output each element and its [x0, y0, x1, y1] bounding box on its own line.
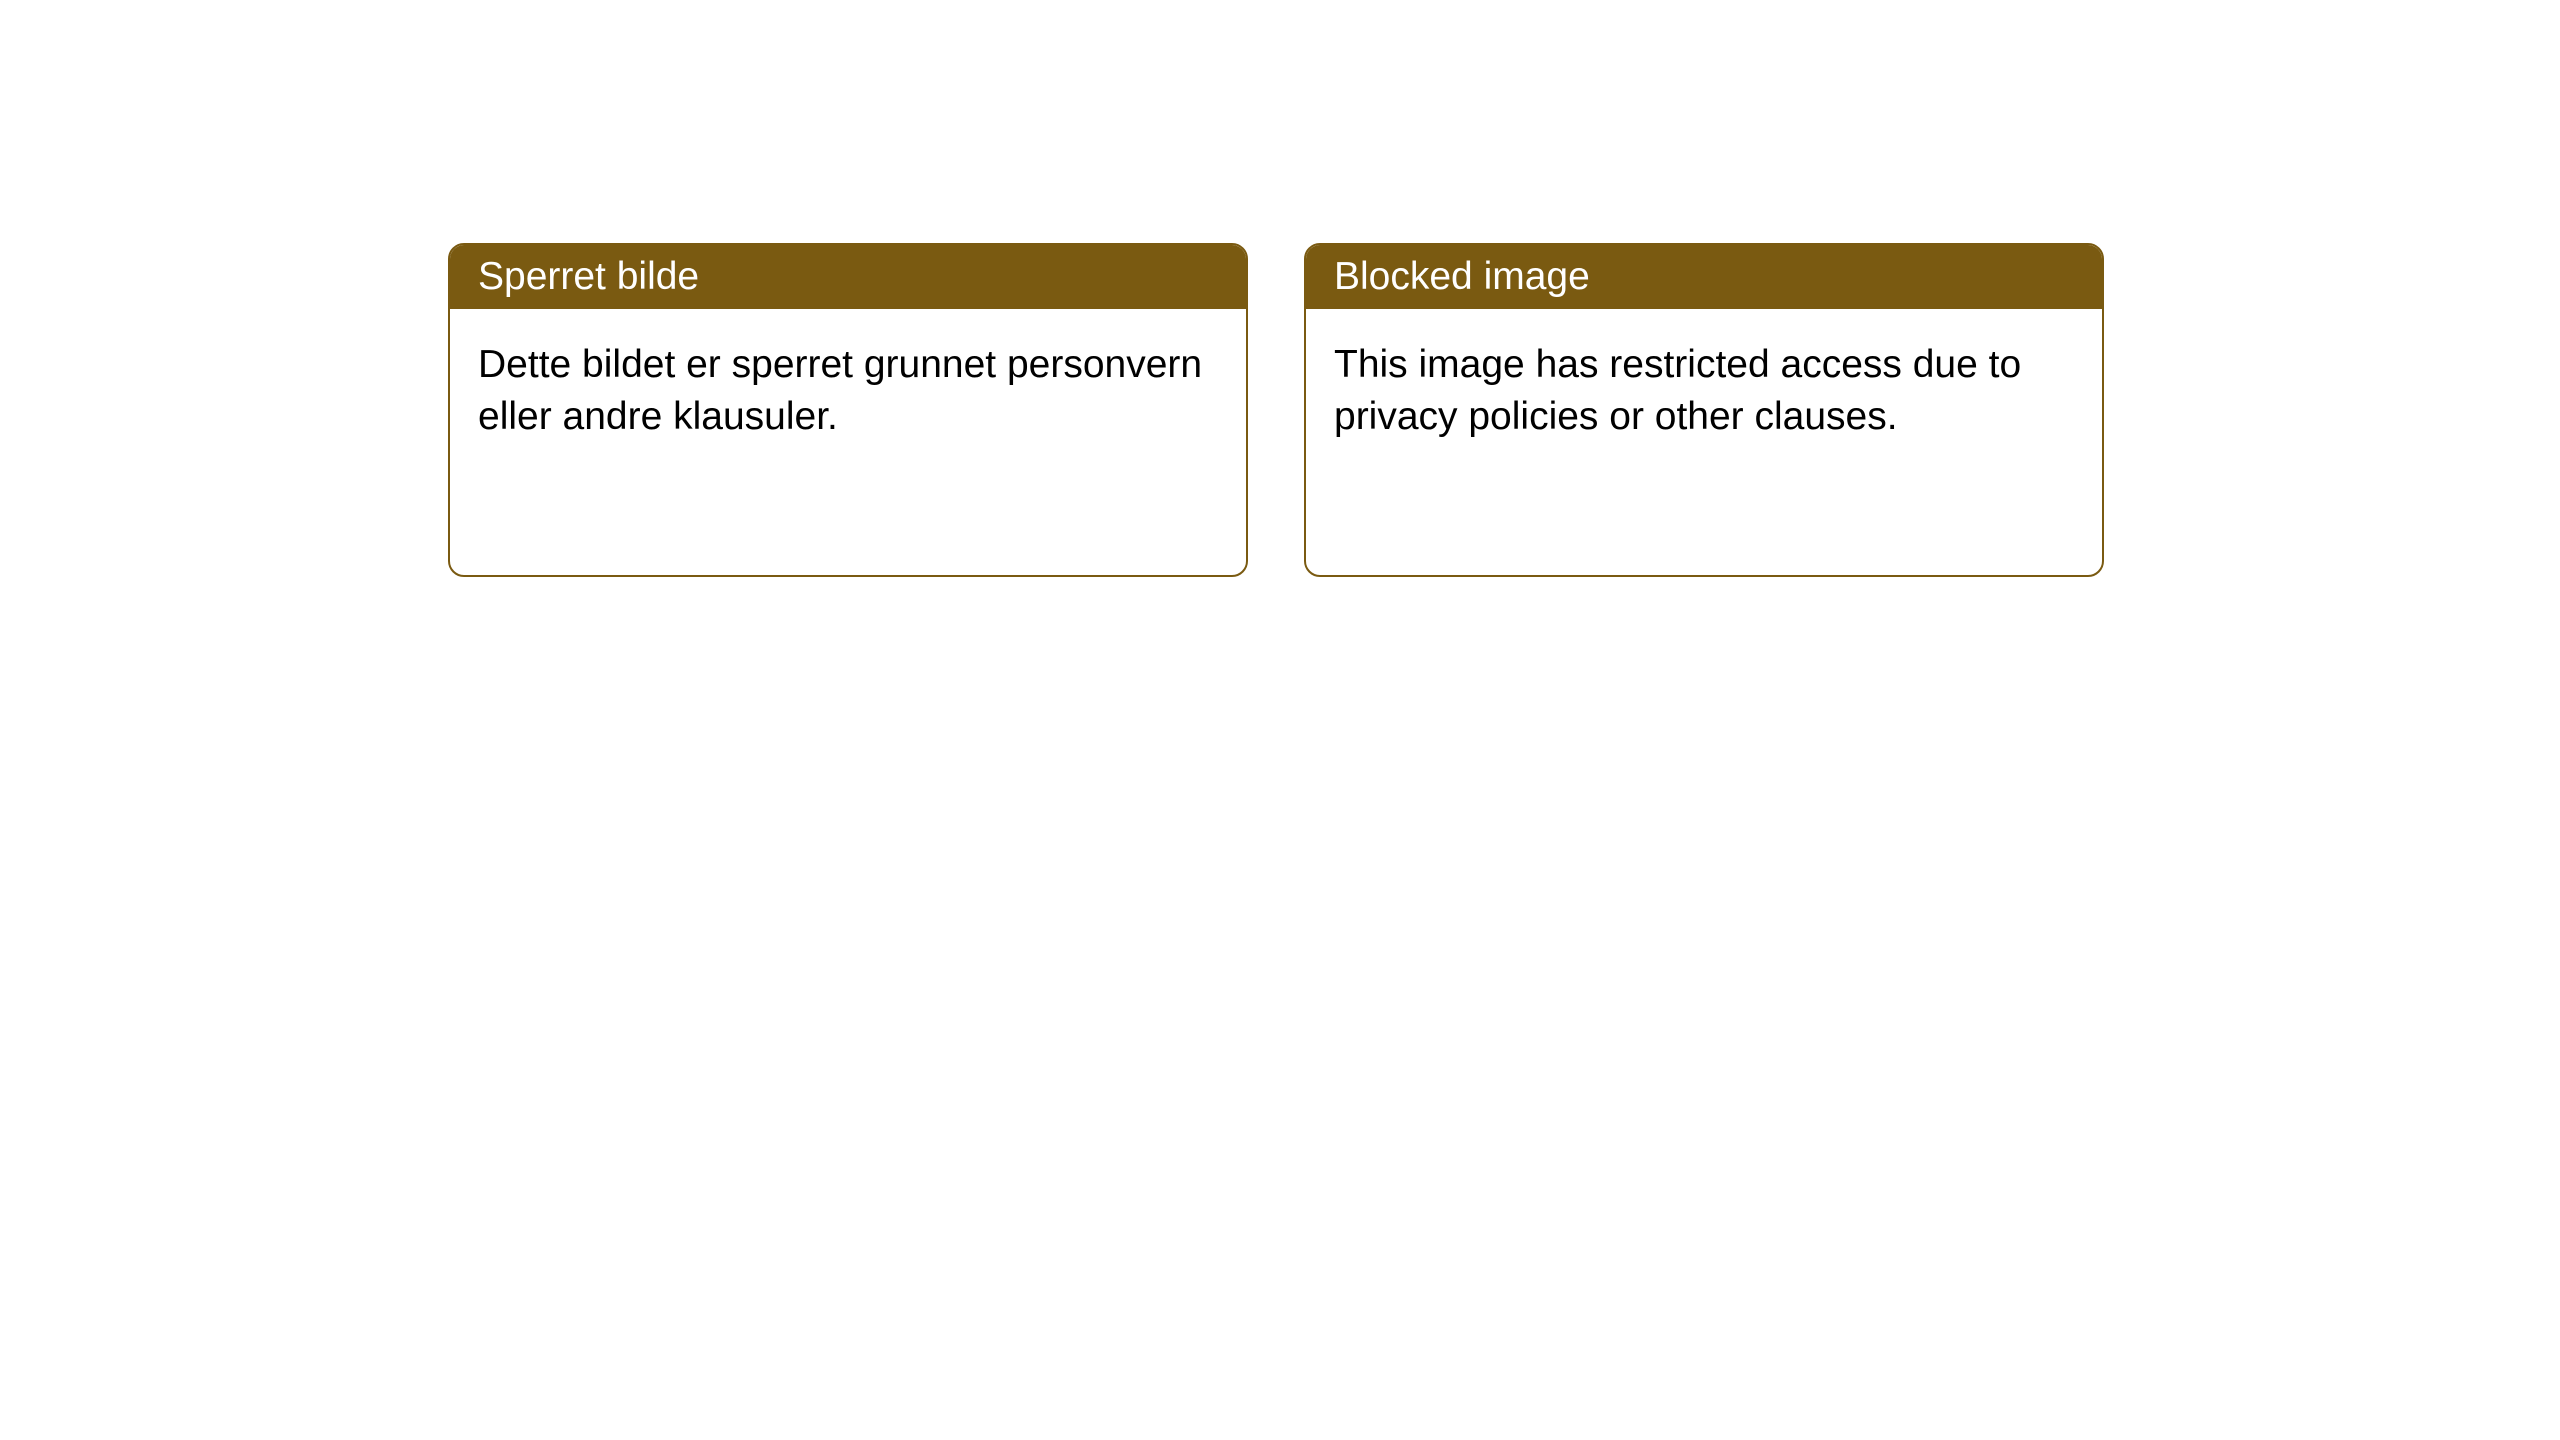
card-body: This image has restricted access due to …: [1306, 309, 2102, 575]
card-body: Dette bildet er sperret grunnet personve…: [450, 309, 1246, 575]
blocked-image-card-no: Sperret bilde Dette bildet er sperret gr…: [448, 243, 1248, 577]
card-title: Sperret bilde: [478, 255, 699, 298]
notice-container: Sperret bilde Dette bildet er sperret gr…: [0, 0, 2560, 577]
card-body-text: This image has restricted access due to …: [1334, 343, 2021, 438]
card-header: Sperret bilde: [450, 245, 1246, 309]
blocked-image-card-en: Blocked image This image has restricted …: [1304, 243, 2104, 577]
card-header: Blocked image: [1306, 245, 2102, 309]
card-title: Blocked image: [1334, 255, 1590, 298]
card-body-text: Dette bildet er sperret grunnet personve…: [478, 343, 1202, 438]
